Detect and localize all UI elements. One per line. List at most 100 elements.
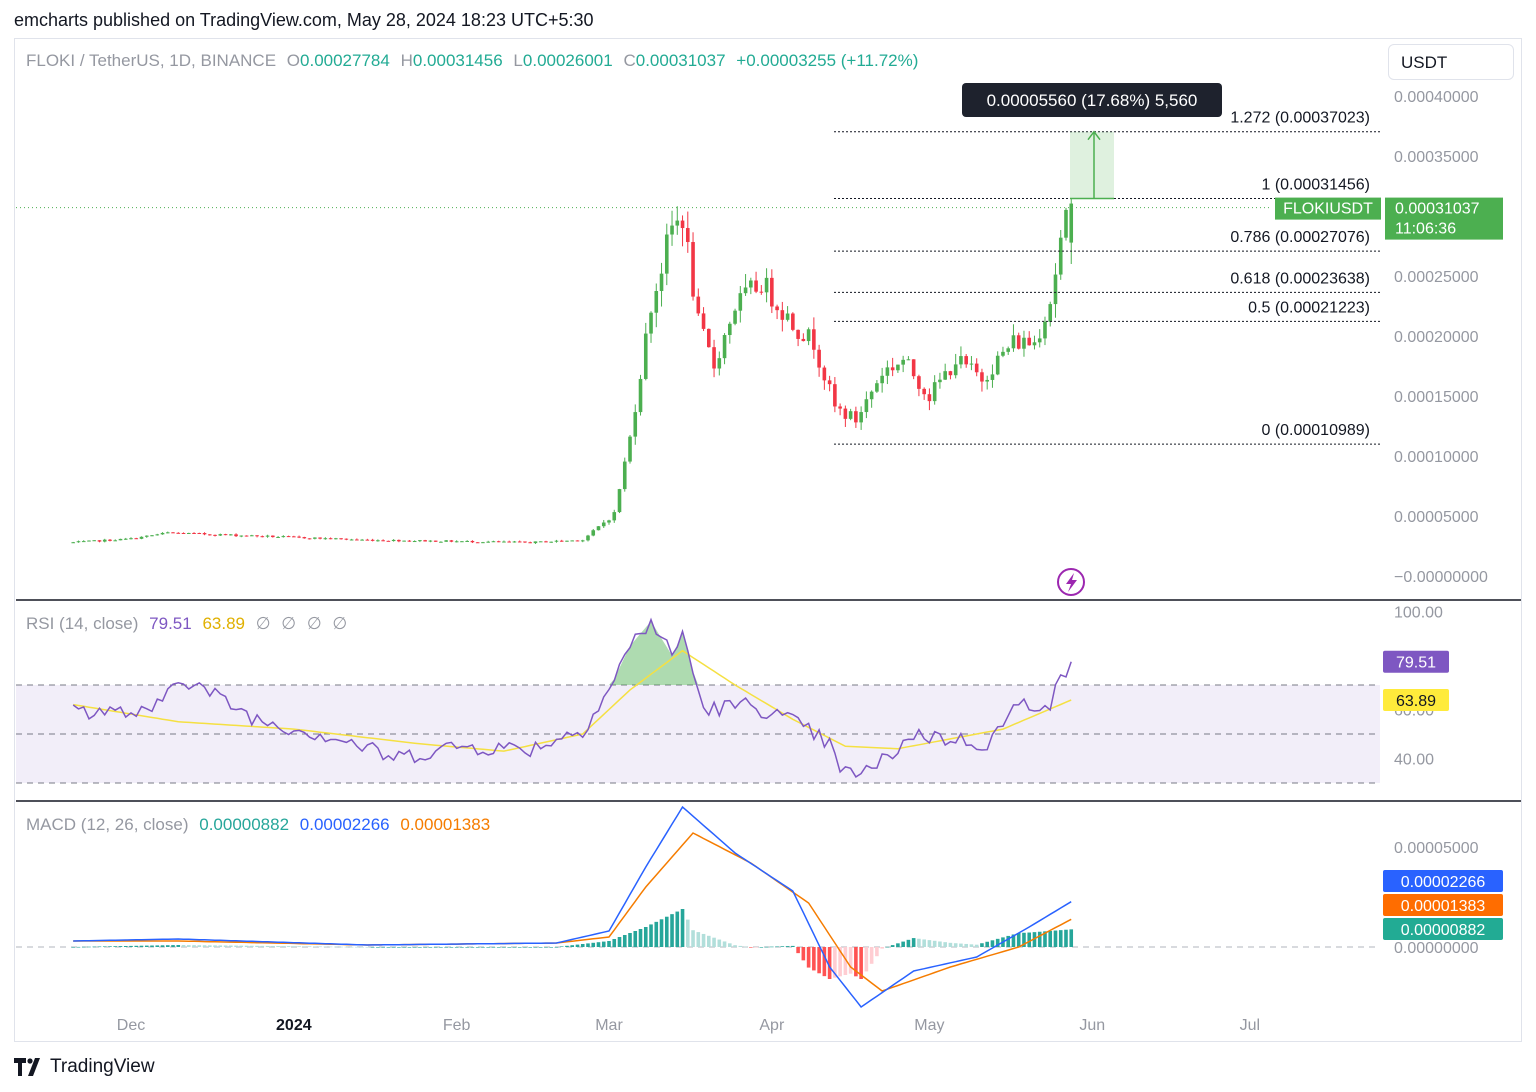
- high-value: 0.00031456: [412, 51, 503, 70]
- currency-button[interactable]: USDT: [1388, 44, 1514, 80]
- candle: [512, 541, 517, 543]
- candle: [229, 534, 233, 536]
- price-tag: 0.00031037: [1395, 201, 1480, 218]
- candle: [1048, 304, 1053, 322]
- candle: [192, 532, 196, 534]
- macd-histogram-bar: [696, 932, 701, 947]
- macd-histogram-bar: [628, 933, 632, 947]
- macd-histogram-bar: [1043, 931, 1047, 947]
- candle: [544, 541, 548, 543]
- macd-histogram-bar: [901, 941, 905, 947]
- candle: [502, 541, 506, 543]
- candle: [391, 539, 396, 542]
- macd-histogram-bar: [97, 946, 102, 948]
- symbol-title[interactable]: FLOKI / TetherUS, 1D, BINANCE: [26, 51, 277, 70]
- candle: [1053, 274, 1058, 305]
- candle: [255, 535, 259, 537]
- macd-histogram-bar: [502, 947, 506, 948]
- time-axis-label: 2024: [276, 1017, 312, 1034]
- candle: [822, 367, 827, 381]
- macd-histogram-bar: [391, 947, 396, 948]
- macd-histogram-bar: [134, 945, 139, 947]
- macd-histogram-bar: [791, 945, 795, 947]
- low-label: L: [513, 51, 523, 70]
- candle: [81, 541, 86, 543]
- macd-histogram-bar: [675, 911, 680, 947]
- candle: [475, 542, 480, 544]
- candle: [1011, 335, 1016, 349]
- macd-histogram-bar: [486, 947, 490, 948]
- candle: [349, 539, 354, 541]
- macd-histogram-bar: [565, 945, 569, 947]
- candle: [880, 375, 884, 384]
- candle: [890, 367, 895, 371]
- macd-histogram-bar: [76, 946, 81, 948]
- candle: [297, 536, 301, 538]
- macd-histogram-bar: [481, 947, 485, 948]
- macd-histogram-bar: [833, 947, 837, 978]
- macd-histogram-bar: [460, 947, 464, 948]
- rsi-ma-tag-box: [1383, 688, 1449, 711]
- macd-histogram-bar: [512, 947, 517, 948]
- macd-histogram-bar: [544, 947, 548, 948]
- macd-histogram-bar: [423, 947, 427, 948]
- macd-histogram-bar: [680, 909, 685, 947]
- rsi-title[interactable]: RSI (14, close): [26, 614, 139, 633]
- candle: [675, 220, 680, 226]
- candle: [838, 406, 842, 409]
- candle: [276, 536, 280, 538]
- fib-level-label: 1 (0.00031456): [1261, 177, 1370, 194]
- macd-histogram-bar: [654, 921, 659, 947]
- macd-histogram-bar: [271, 946, 275, 947]
- macd-histogram-bar: [638, 929, 643, 947]
- candle: [318, 537, 322, 539]
- macd-value-tag-box: [1383, 918, 1503, 940]
- candle: [102, 539, 107, 542]
- time-axis-label: Jun: [1079, 1017, 1105, 1034]
- candle: [139, 536, 144, 539]
- macd-histogram-bar: [559, 946, 564, 947]
- macd-histogram-bar: [250, 945, 254, 947]
- candle: [271, 535, 275, 538]
- fib-level-label: 0.618 (0.00023638): [1230, 270, 1370, 287]
- candle: [1001, 351, 1005, 356]
- candle: [144, 535, 149, 537]
- macd-title[interactable]: MACD (12, 26, close): [26, 815, 189, 834]
- candle: [234, 534, 238, 537]
- candle: [843, 408, 848, 419]
- macd-histogram-bar: [234, 945, 238, 947]
- macd-histogram-bar: [1064, 929, 1068, 947]
- candle: [1006, 348, 1011, 352]
- macd-histogram-bar: [328, 946, 333, 948]
- candle: [712, 347, 716, 369]
- macd-histogram-bar: [801, 947, 806, 961]
- macd-histogram-bar: [386, 947, 391, 948]
- macd-histogram-bar: [838, 947, 842, 977]
- time-axis-label: Dec: [117, 1017, 145, 1034]
- candle: [728, 323, 732, 336]
- macd-value-tag-box: [1383, 870, 1503, 892]
- candle: [570, 540, 575, 542]
- macd-histogram-bar: [822, 947, 827, 977]
- macd-histogram-bar: [985, 941, 989, 947]
- macd-histogram-bar: [964, 943, 968, 947]
- candle: [307, 538, 312, 540]
- candle: [108, 539, 112, 541]
- candle: [859, 412, 863, 423]
- candle: [1064, 209, 1068, 238]
- rsi-legend: RSI (14, close) 79.51 63.89 ∅ ∅ ∅ ∅: [26, 614, 353, 634]
- macd-histogram-bar: [617, 937, 622, 947]
- macd-histogram-bar: [843, 947, 848, 975]
- macd-histogram-bar: [496, 947, 501, 948]
- candle: [292, 536, 296, 538]
- macd-histogram-bar: [906, 939, 911, 947]
- macd-histogram-bar: [953, 943, 958, 947]
- macd-histogram-bar: [643, 927, 648, 947]
- candle: [780, 310, 785, 320]
- macd-histogram-bar: [207, 945, 212, 947]
- macd-histogram-bar: [969, 944, 974, 947]
- tradingview-logo[interactable]: TradingView: [14, 1056, 155, 1078]
- macd-histogram-bar: [439, 947, 443, 948]
- candle: [559, 540, 564, 542]
